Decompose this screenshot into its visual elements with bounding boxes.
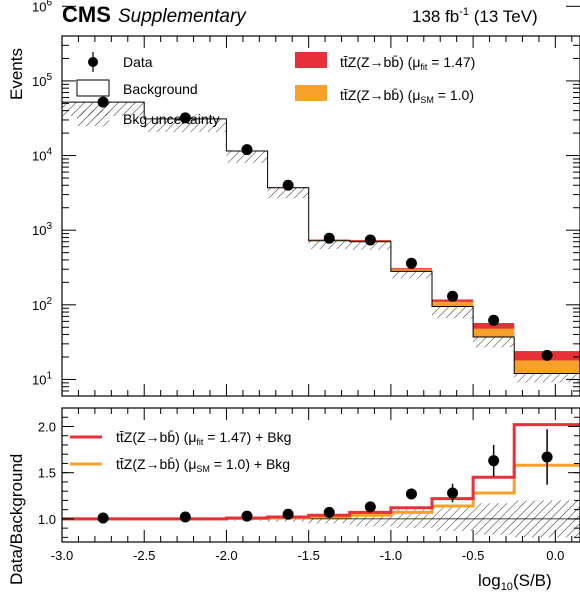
ratio-legend-fit-label: tt̄Z(Z→bb̄) (μfit = 1.47) + Bkg: [116, 429, 291, 447]
data-point: [179, 112, 191, 124]
bkg-uncertainty-band: [349, 241, 391, 250]
ratio-ytick-label: 1.5: [38, 466, 56, 481]
legend-unc-swatch: [77, 110, 109, 126]
data-point: [323, 232, 335, 244]
ratio-fit-line: [62, 423, 580, 521]
legend-data-marker: [88, 57, 98, 67]
bkg-uncertainty-band: [226, 151, 268, 163]
data-point: [97, 96, 109, 108]
main-legend: Data Background Bkg uncertainty tt̄Z(Z→b…: [76, 52, 475, 127]
ratio-xtick-label: -0.5: [462, 548, 484, 563]
main-ylabel: Events: [7, 48, 26, 100]
sm-signal-bar: [390, 269, 432, 272]
ratio-data-point: [447, 487, 459, 499]
data-point: [241, 144, 253, 156]
ratio-data-point: [405, 488, 417, 500]
data-point: [488, 314, 500, 326]
ratio-panel-frame: [61, 407, 580, 543]
ratio-panel: [62, 423, 580, 538]
main-ytick-label: 106: [32, 0, 52, 14]
main-ytick-label: 104: [32, 147, 52, 164]
sm-signal-bar: [432, 301, 474, 307]
ratio-ytick-label: 2.0: [38, 419, 56, 434]
ratio-data-point: [97, 512, 109, 524]
main-axes: 101 102 103 104 105 106: [32, 0, 580, 397]
data-point: [447, 290, 459, 302]
sm-signal-bar: [514, 360, 580, 374]
ratio-data-point: [364, 501, 376, 513]
ratio-xtick-label: 0.0: [546, 548, 564, 563]
legend-background-swatch: [76, 79, 110, 97]
main-panel: [62, 96, 580, 396]
ratio-xtick-label: -3.0: [51, 548, 73, 563]
main-ytick-label: 102: [32, 296, 52, 313]
ratio-data-point: [541, 451, 553, 463]
bkg-uncertainty-band: [390, 271, 432, 279]
bkg-uncertainty-band: [514, 373, 580, 383]
legend-sm-swatch: [295, 85, 327, 101]
ratio-ytick-label: 1.0: [38, 512, 56, 527]
ratio-xtick-label: -2.5: [133, 548, 155, 563]
data-point: [282, 179, 294, 191]
ratio-ylabel: Data/Background: [7, 454, 26, 585]
main-panel-frame: [61, 35, 580, 397]
main-ytick-label: 101: [32, 370, 52, 387]
ratio-legend: tt̄Z(Z→bb̄) (μfit = 1.47) + Bkg tt̄Z(Z→b…: [70, 429, 291, 474]
bkg-uncertainty-band: [308, 240, 350, 250]
experiment-label: CMS: [62, 2, 111, 27]
ratio-axes: 1.0 1.5 2.0 -3.0 -2.5 -2.0 -1.5 -1.0 -0.5 0.0: [38, 408, 580, 563]
data-point: [405, 257, 417, 269]
ratio-legend-sm-label: tt̄Z(Z→bb̄) (μSM = 1.0) + Bkg: [116, 456, 290, 474]
legend-fit-label: tt̄Z(Z→bb̄) (μfit = 1.47): [340, 54, 475, 72]
ratio-data-point: [241, 510, 253, 522]
main-ytick-label: 105: [32, 72, 52, 89]
legend-unc-label: Bkg uncertainty: [123, 111, 220, 127]
legend-sm-label: tt̄Z(Z→bb̄) (μSM = 1.0): [340, 87, 474, 105]
bkg-uncertainty-band: [473, 337, 515, 348]
main-ytick-label: 103: [32, 221, 52, 238]
legend-data-label: Data: [123, 54, 153, 70]
ratio-data-point: [282, 508, 294, 520]
data-point: [541, 349, 553, 361]
data-point: [364, 234, 376, 246]
legend-background-label: Background: [123, 81, 198, 97]
ratio-data-point: [323, 506, 335, 518]
ratio-data-point: [179, 511, 191, 523]
ratio-xtick-label: -1.0: [380, 548, 402, 563]
bkg-uncertainty-band: [432, 306, 474, 319]
ratio-xtick-label: -1.5: [297, 548, 319, 563]
ratio-xlabel: log10(S/B): [478, 571, 552, 593]
supplementary-label: Supplementary: [118, 6, 247, 27]
lumi-label: 138 fb-1 (13 TeV): [412, 6, 538, 26]
legend-fit-swatch: [295, 52, 327, 68]
sm-signal-bar: [473, 328, 515, 338]
background-histogram: [62, 101, 580, 396]
bkg-uncertainty-band: [144, 118, 227, 132]
bkg-uncertainty-band: [267, 187, 309, 199]
ratio-xtick-label: -2.0: [215, 548, 237, 563]
ratio-data-point: [488, 455, 500, 467]
